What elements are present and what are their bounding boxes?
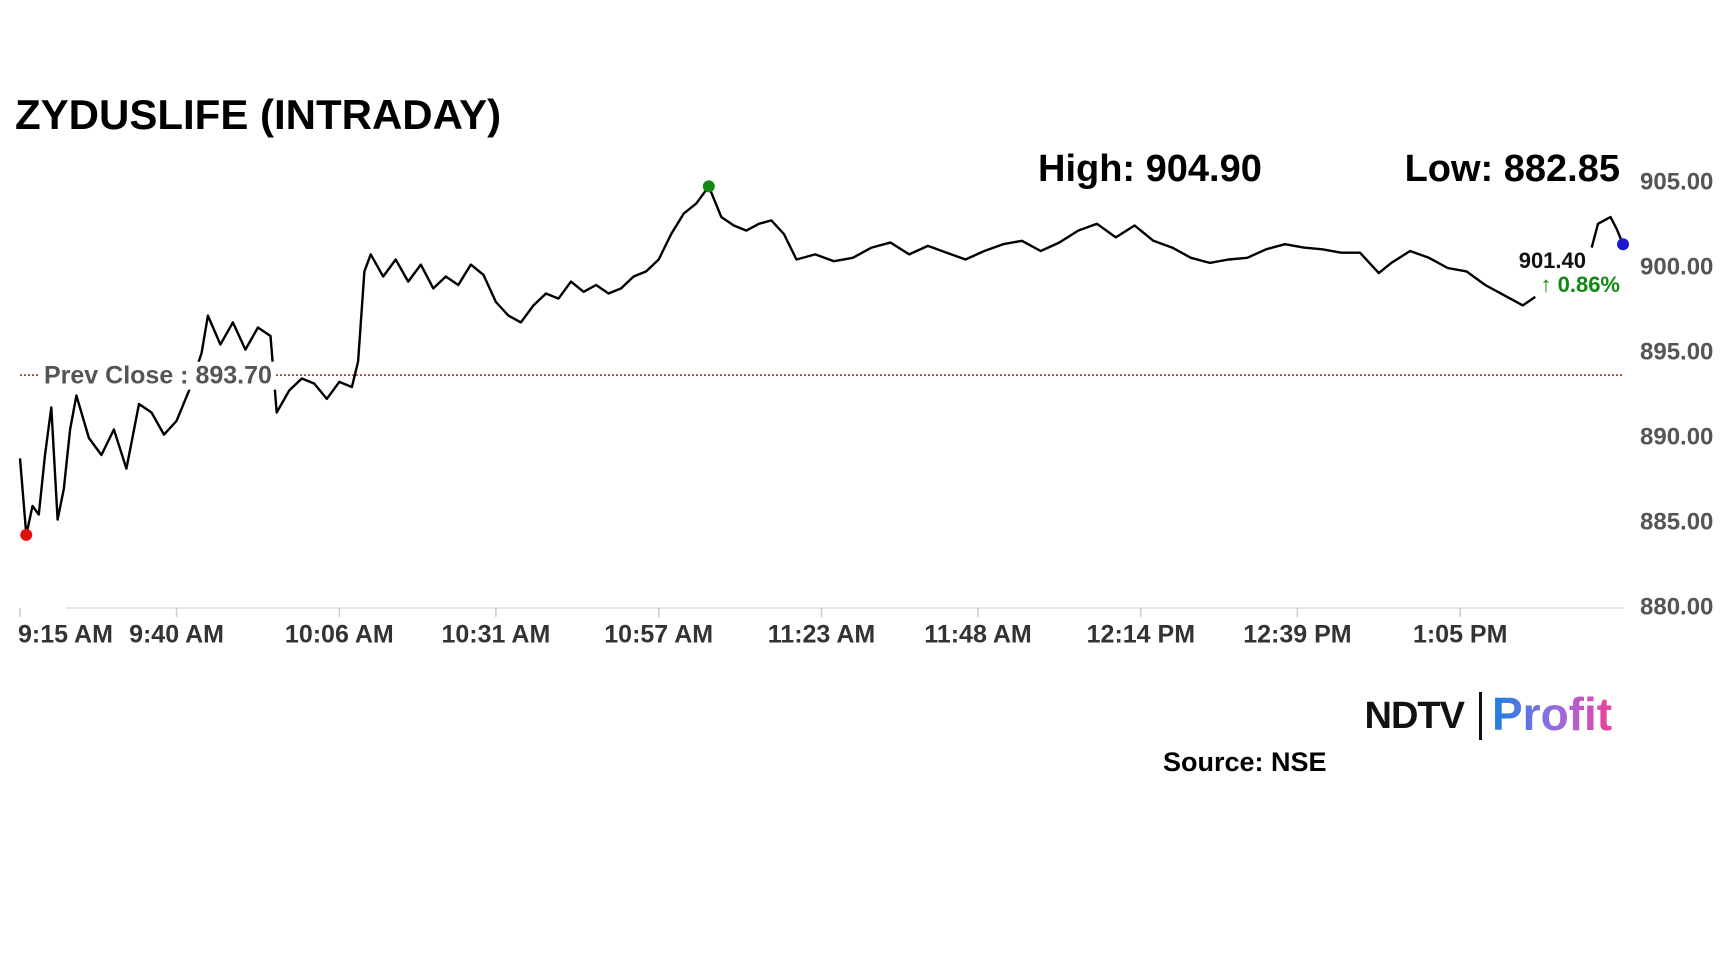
logo-divider (1479, 692, 1482, 740)
x-tick-label: 1:05 PM (1413, 621, 1507, 649)
x-tick-label: 10:06 AM (285, 621, 394, 649)
y-tick-label: 895.00 (1640, 338, 1713, 365)
y-tick-label: 900.00 (1640, 253, 1713, 280)
prev-close-label: Prev Close : 893.70 (44, 362, 272, 390)
x-tick-label: 11:23 AM (768, 621, 875, 649)
x-tick-label: 9:40 AM (129, 621, 224, 649)
source: Source: NSE (1163, 747, 1327, 777)
high-label: High: 904.90 (1038, 148, 1262, 190)
x-tick-label: 10:57 AM (604, 621, 713, 649)
low-label: Low: 882.85 (1405, 148, 1620, 190)
low-marker (20, 528, 33, 541)
change-label: ↑ 0.86% (1541, 272, 1621, 297)
y-tick-label: 885.00 (1640, 508, 1713, 535)
last-price: 901.40 (1519, 248, 1586, 273)
price-line (18, 185, 1625, 537)
logo-ndtv: NDTV (1365, 695, 1466, 737)
y-tick-label: 890.00 (1640, 423, 1713, 450)
last-marker (1617, 238, 1629, 251)
chart-title: ZYDUSLIFE (INTRADAY) (15, 91, 501, 138)
high-marker (702, 180, 715, 193)
x-tick-label: 12:39 PM (1243, 621, 1351, 649)
logo-profit: Profit (1492, 688, 1612, 740)
x-tick-label: 9:15 AM (18, 621, 113, 649)
x-tick-label: 12:14 PM (1087, 621, 1195, 649)
x-tick-label: 10:31 AM (441, 621, 550, 649)
x-tick-label: 11:48 AM (924, 621, 1031, 649)
y-tick-label: 880.00 (1640, 593, 1713, 620)
y-tick-label: 905.00 (1640, 168, 1713, 195)
prev-close-label-bg (40, 361, 276, 390)
